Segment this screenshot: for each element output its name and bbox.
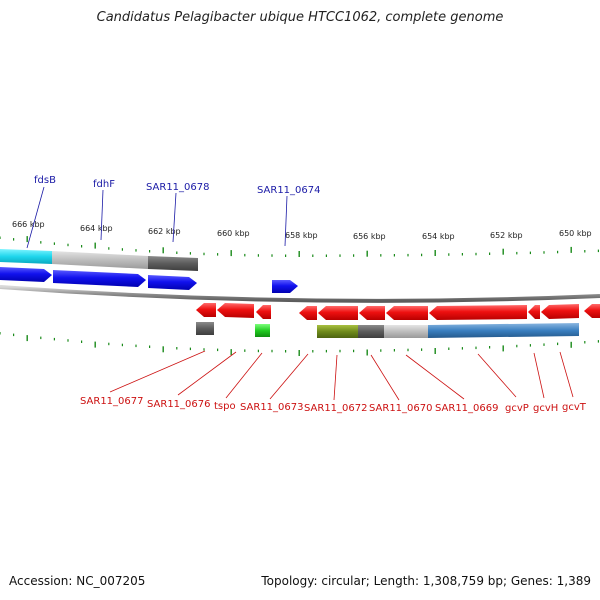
gene-label-gcvP: gcvP <box>505 403 529 414</box>
feature-block-light-gray-lower <box>384 325 428 338</box>
scale-label-652: 652 kbp <box>490 231 523 240</box>
leader-line-sar11-0676 <box>177 351 237 396</box>
gene-label-sar11-0674: SAR11_0674 <box>257 185 321 196</box>
leader-line-sar11-0672 <box>333 354 338 401</box>
feature-block-dark-gray-2 <box>358 325 384 338</box>
leader-line-sar11-0674 <box>284 195 288 247</box>
leader-line-sar11-0678 <box>172 192 177 243</box>
feature-block-green <box>255 324 270 337</box>
scale-label-656: 656 kbp <box>353 232 386 241</box>
accession-text: Accession: NC_007205 <box>9 574 146 588</box>
leader-line-gcvH <box>533 352 545 399</box>
leader-line-sar11-0669 <box>405 354 465 400</box>
leader-line-gcvP <box>477 353 517 398</box>
gene-arrow-sar11-0677 <box>196 303 216 317</box>
gene-arrow-sar11-0672 <box>318 306 358 320</box>
gene-arrow-sar11-0674 <box>272 280 298 293</box>
upper-scale-ticks <box>0 236 600 257</box>
gene-label-gcvT: gcvT <box>562 402 587 413</box>
gene-label-sar11-0669: SAR11_0669 <box>435 403 499 414</box>
gene-arrow-sar11-0678 <box>148 275 197 290</box>
gene-label-sar11-0672: SAR11_0672 <box>304 403 368 414</box>
leader-line-fdsB <box>26 186 45 249</box>
bottom-gene-labels: SAR11_0677 SAR11_0676 tspo SAR11_0673 SA… <box>80 350 587 414</box>
leader-line-tspo <box>225 352 263 399</box>
leader-line-sar11-0670 <box>370 354 400 401</box>
gene-label-fdhF: fdhF <box>93 179 115 190</box>
gene-label-sar11-0677: SAR11_0677 <box>80 396 144 407</box>
feature-block-olive <box>317 325 358 338</box>
gene-label-sar11-0678: SAR11_0678 <box>146 182 210 193</box>
gene-label-sar11-0670: SAR11_0670 <box>369 403 433 414</box>
scale-label-664: 664 kbp <box>80 224 113 233</box>
gene-label-fdsB: fdsB <box>34 175 56 186</box>
gene-arrow-sar11-0671 <box>359 306 385 320</box>
feature-block-steel-blue <box>428 323 579 338</box>
reverse-genes <box>196 303 600 320</box>
gene-arrow-tspo <box>256 305 271 319</box>
leader-line-gcvT <box>559 351 574 398</box>
scale-label-658: 658 kbp <box>285 231 318 240</box>
gene-arrow-fdhF <box>53 270 146 287</box>
gene-label-tspo: tspo <box>214 401 236 412</box>
gene-arrow-gcvH <box>528 305 540 319</box>
feature-block-cyan <box>0 249 52 264</box>
leader-line-fdhF <box>100 189 104 241</box>
map-title: Candidatus Pelagibacter ubique HTCC1062,… <box>96 10 504 25</box>
lower-feature-track <box>196 322 579 338</box>
scale-labels: 666 kbp 664 kbp 662 kbp 660 kbp 658 kbp … <box>12 220 592 241</box>
genome-summary-text: Topology: circular; Length: 1,308,759 bp… <box>261 574 591 588</box>
gene-label-sar11-0673: SAR11_0673 <box>240 402 304 413</box>
scale-label-666: 666 kbp <box>12 220 45 229</box>
genome-backbone <box>0 285 600 303</box>
scale-label-662: 662 kbp <box>148 227 181 236</box>
leader-line-sar11-0677 <box>109 350 206 393</box>
gene-arrow-gcvP <box>429 305 527 320</box>
feature-block-dark-gray-lower <box>196 322 214 335</box>
gene-arrow-gcvT-next <box>584 304 600 318</box>
forward-genes <box>0 267 298 293</box>
feature-block-light-gray <box>52 251 148 269</box>
gene-label-sar11-0676: SAR11_0676 <box>147 399 211 410</box>
leader-line-sar11-0673 <box>269 353 309 400</box>
gene-arrow-fdsB <box>0 267 52 282</box>
scale-label-650: 650 kbp <box>559 229 592 238</box>
gene-label-gcvH: gcvH <box>533 403 558 414</box>
upper-feature-track <box>0 249 198 271</box>
gene-arrow-sar11-0670 <box>386 306 428 320</box>
gene-arrow-sar11-0673 <box>299 306 317 320</box>
top-gene-labels: fdsB fdhF SAR11_0678 SAR11_0674 <box>26 175 321 249</box>
scale-label-660: 660 kbp <box>217 229 250 238</box>
scale-label-654: 654 kbp <box>422 232 455 241</box>
gene-arrow-gcvT <box>541 304 579 319</box>
lower-scale-ticks <box>0 332 600 356</box>
gene-arrow-sar11-0676 <box>217 303 254 318</box>
feature-block-dark-gray <box>148 256 198 271</box>
